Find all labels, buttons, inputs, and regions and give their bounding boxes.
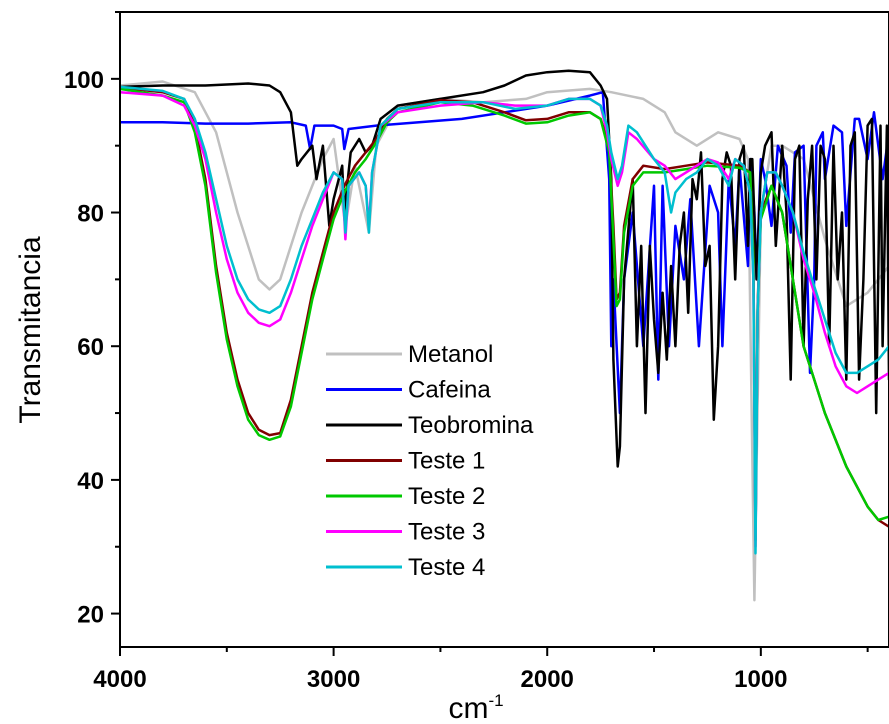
legend-label-teste-2: Teste 2 — [408, 483, 485, 510]
x-tick-label: 2000 — [521, 666, 574, 693]
x-tick-label: 4000 — [93, 666, 146, 693]
series-line-teobromina — [120, 69, 889, 468]
legend-label-teste-1: Teste 1 — [408, 448, 485, 475]
y-axis-title: Transmitancia — [14, 236, 47, 424]
legend: Metanol Cafeina Teobromina Teste 1 Teste 2 Te… — [326, 341, 534, 581]
axes — [119, 11, 889, 648]
legend-label-teobromina: Teobromina — [408, 412, 534, 439]
legend-label-teste-3: Teste 3 — [408, 519, 485, 546]
y-tick-label: 100 — [64, 67, 104, 94]
y-tick-label: 80 — [77, 201, 104, 228]
y-tick-label: 20 — [77, 602, 104, 629]
legend-label-cafeina: Cafeina — [408, 377, 491, 404]
x-axis-title-superscript: -1 — [488, 691, 503, 710]
ticks: 4000 3000 2000 1000 20 40 60 80 100 — [64, 11, 869, 693]
series-line-cafeina — [120, 90, 889, 415]
legend-label-teste-4: Teste 4 — [408, 554, 485, 581]
x-tick-label: 3000 — [307, 666, 360, 693]
y-tick-label: 60 — [77, 334, 104, 361]
plot-frame — [119, 11, 889, 648]
x-tick-label: 1000 — [734, 666, 787, 693]
x-axis-title: cm-1 — [448, 691, 503, 724]
series-line-metanol — [120, 80, 889, 602]
series-lines — [120, 69, 889, 602]
x-axis-title-unit: cm — [448, 692, 488, 724]
legend-label-metanol: Metanol — [408, 341, 493, 368]
series-line-teste-4 — [120, 85, 889, 555]
y-tick-label: 40 — [77, 468, 104, 495]
